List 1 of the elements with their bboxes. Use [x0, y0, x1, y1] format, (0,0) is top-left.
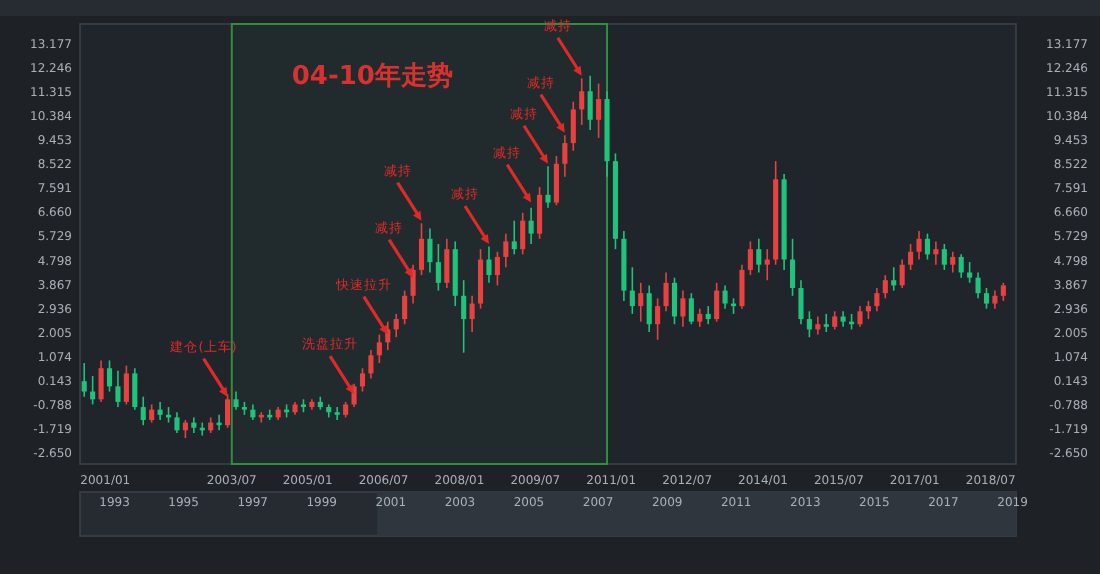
- band-label: 04-10年走势: [291, 60, 453, 92]
